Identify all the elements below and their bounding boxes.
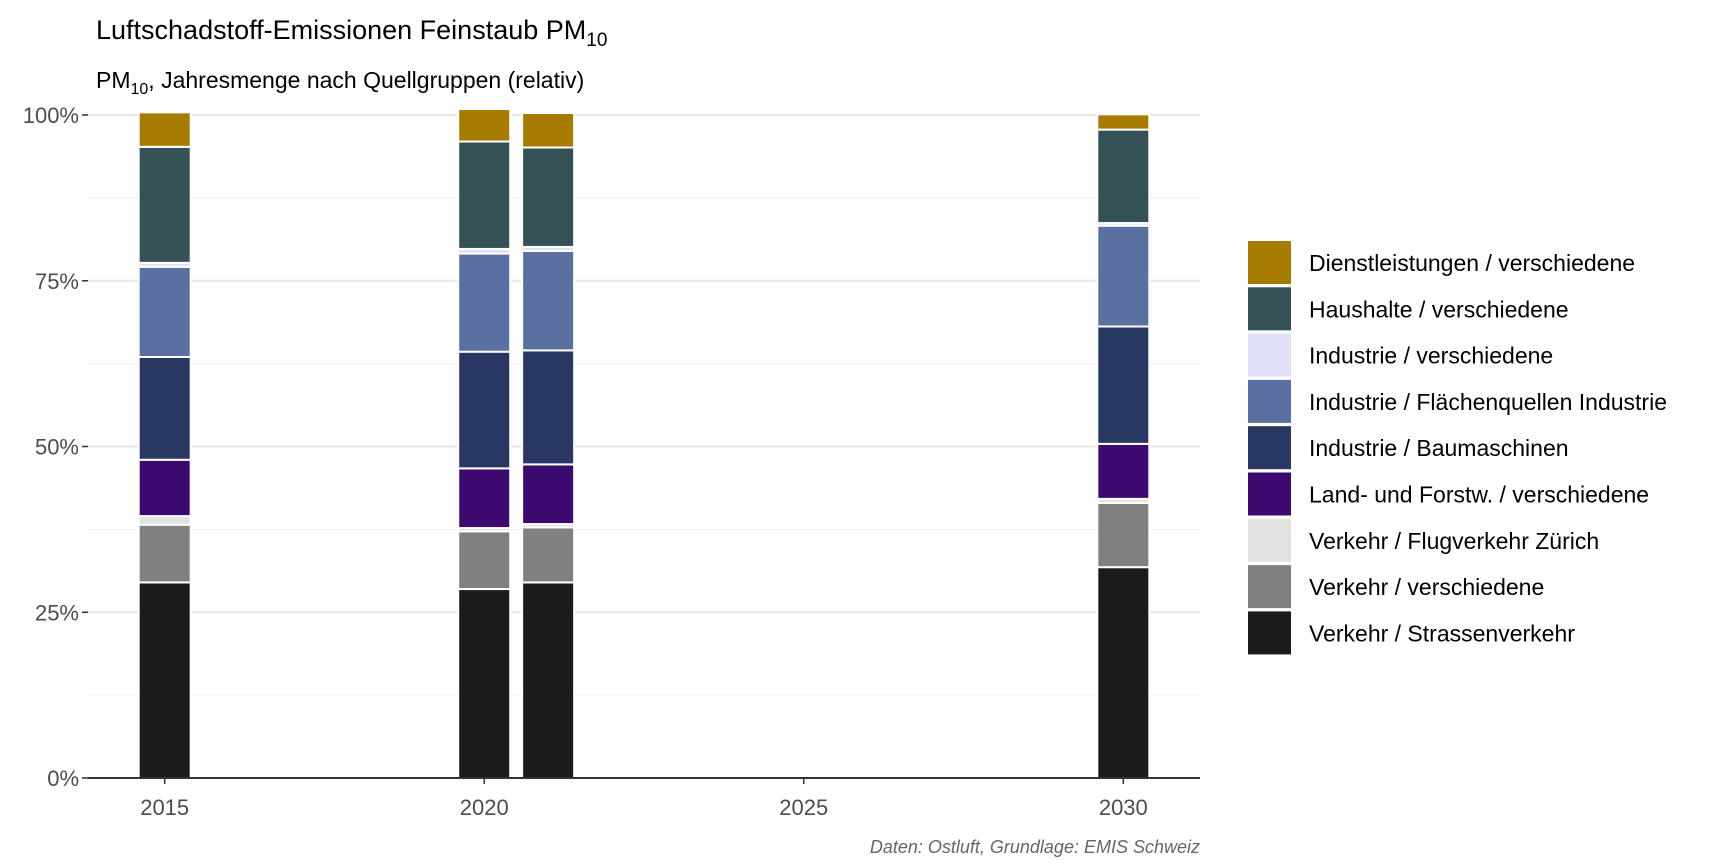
bar-segment	[1096, 501, 1151, 569]
y-tick-label: 75%	[35, 269, 79, 294]
bar-segment	[521, 526, 576, 584]
chart-subtitle: PM10, Jahresmenge nach Quellgruppen (rel…	[96, 67, 584, 98]
legend-key	[1248, 565, 1291, 609]
bar-segment	[1096, 566, 1151, 780]
legend-key	[1248, 333, 1291, 377]
bar-segment	[521, 349, 576, 466]
legend-key	[1248, 472, 1291, 516]
bar-segment	[1096, 325, 1151, 445]
bar-segment	[457, 108, 512, 143]
legend-key	[1248, 379, 1291, 423]
legend-label: Land- und Forstw. / verschiedene	[1309, 482, 1649, 508]
x-tick-label: 2030	[1099, 795, 1148, 820]
legend-key	[1248, 426, 1291, 470]
y-tick-label: 50%	[35, 435, 79, 460]
legend-label: Industrie / Flächenquellen Industrie	[1309, 389, 1667, 415]
bar-segment	[137, 515, 192, 526]
bar-segment	[457, 252, 512, 353]
bar-segment	[457, 588, 512, 779]
bar-segment	[137, 581, 192, 779]
bar-segment	[137, 458, 192, 518]
bar-segment	[457, 140, 512, 250]
bar-segment	[137, 111, 192, 148]
bar-segment	[1096, 442, 1151, 500]
legend-label: Haushalte / verschiedene	[1309, 296, 1569, 322]
plot-area: 0% 25% 50% 75% 100% 2015 2020 2025 2030	[23, 103, 1200, 820]
chart-subtitle-prefix: PM	[96, 67, 131, 93]
legend-key	[1248, 518, 1291, 562]
chart-title-main: Luftschadstoff-Emissionen Feinstaub PM	[96, 15, 586, 45]
chart-caption: Daten: Ostluft, Grundlage: EMIS Schweiz	[870, 837, 1200, 857]
bar-segment	[137, 523, 192, 584]
legend-label: Verkehr / verschiedene	[1309, 574, 1544, 600]
bar-segment	[137, 265, 192, 358]
legend-label: Verkehr / Strassenverkehr	[1309, 620, 1575, 646]
x-tick-label: 2020	[460, 795, 509, 820]
bar-segment	[521, 112, 576, 149]
bar-segment	[1096, 224, 1151, 328]
bar-segment	[457, 350, 512, 470]
legend-label: Industrie / verschiedene	[1309, 343, 1553, 369]
bar-segment	[521, 146, 576, 248]
bar-segment	[521, 249, 576, 352]
legend-key	[1248, 287, 1291, 331]
bar-segment	[457, 530, 512, 591]
legend-label: Verkehr / Flugverkehr Zürich	[1309, 528, 1599, 554]
bar-segment	[457, 467, 512, 530]
y-tick-label: 0%	[47, 766, 79, 791]
bar-segment	[521, 581, 576, 779]
bar-segment	[1096, 113, 1151, 131]
legend-label: Dienstleistungen / verschiedene	[1309, 250, 1635, 276]
bar-segment	[137, 355, 192, 461]
legend: Dienstleistungen / verschiedene Haushalte…	[1248, 241, 1667, 655]
chart-subtitle-subscript: 10	[131, 81, 149, 98]
bar-segment	[521, 463, 576, 526]
y-tick-label: 25%	[35, 600, 79, 625]
bar-segment	[137, 145, 192, 264]
legend-key	[1248, 611, 1291, 655]
x-tick-label: 2015	[140, 795, 189, 820]
chart-subtitle-rest: , Jahresmenge nach Quellgruppen (relativ…	[148, 67, 584, 93]
chart-title-subscript: 10	[586, 30, 607, 51]
chart-title: Luftschadstoff-Emissionen Feinstaub PM10	[96, 15, 607, 51]
y-tick-label: 100%	[23, 103, 79, 128]
legend-label: Industrie / Baumaschinen	[1309, 435, 1569, 461]
bar-segment	[1096, 128, 1151, 225]
legend-key	[1248, 241, 1291, 284]
x-tick-label: 2025	[779, 795, 828, 820]
